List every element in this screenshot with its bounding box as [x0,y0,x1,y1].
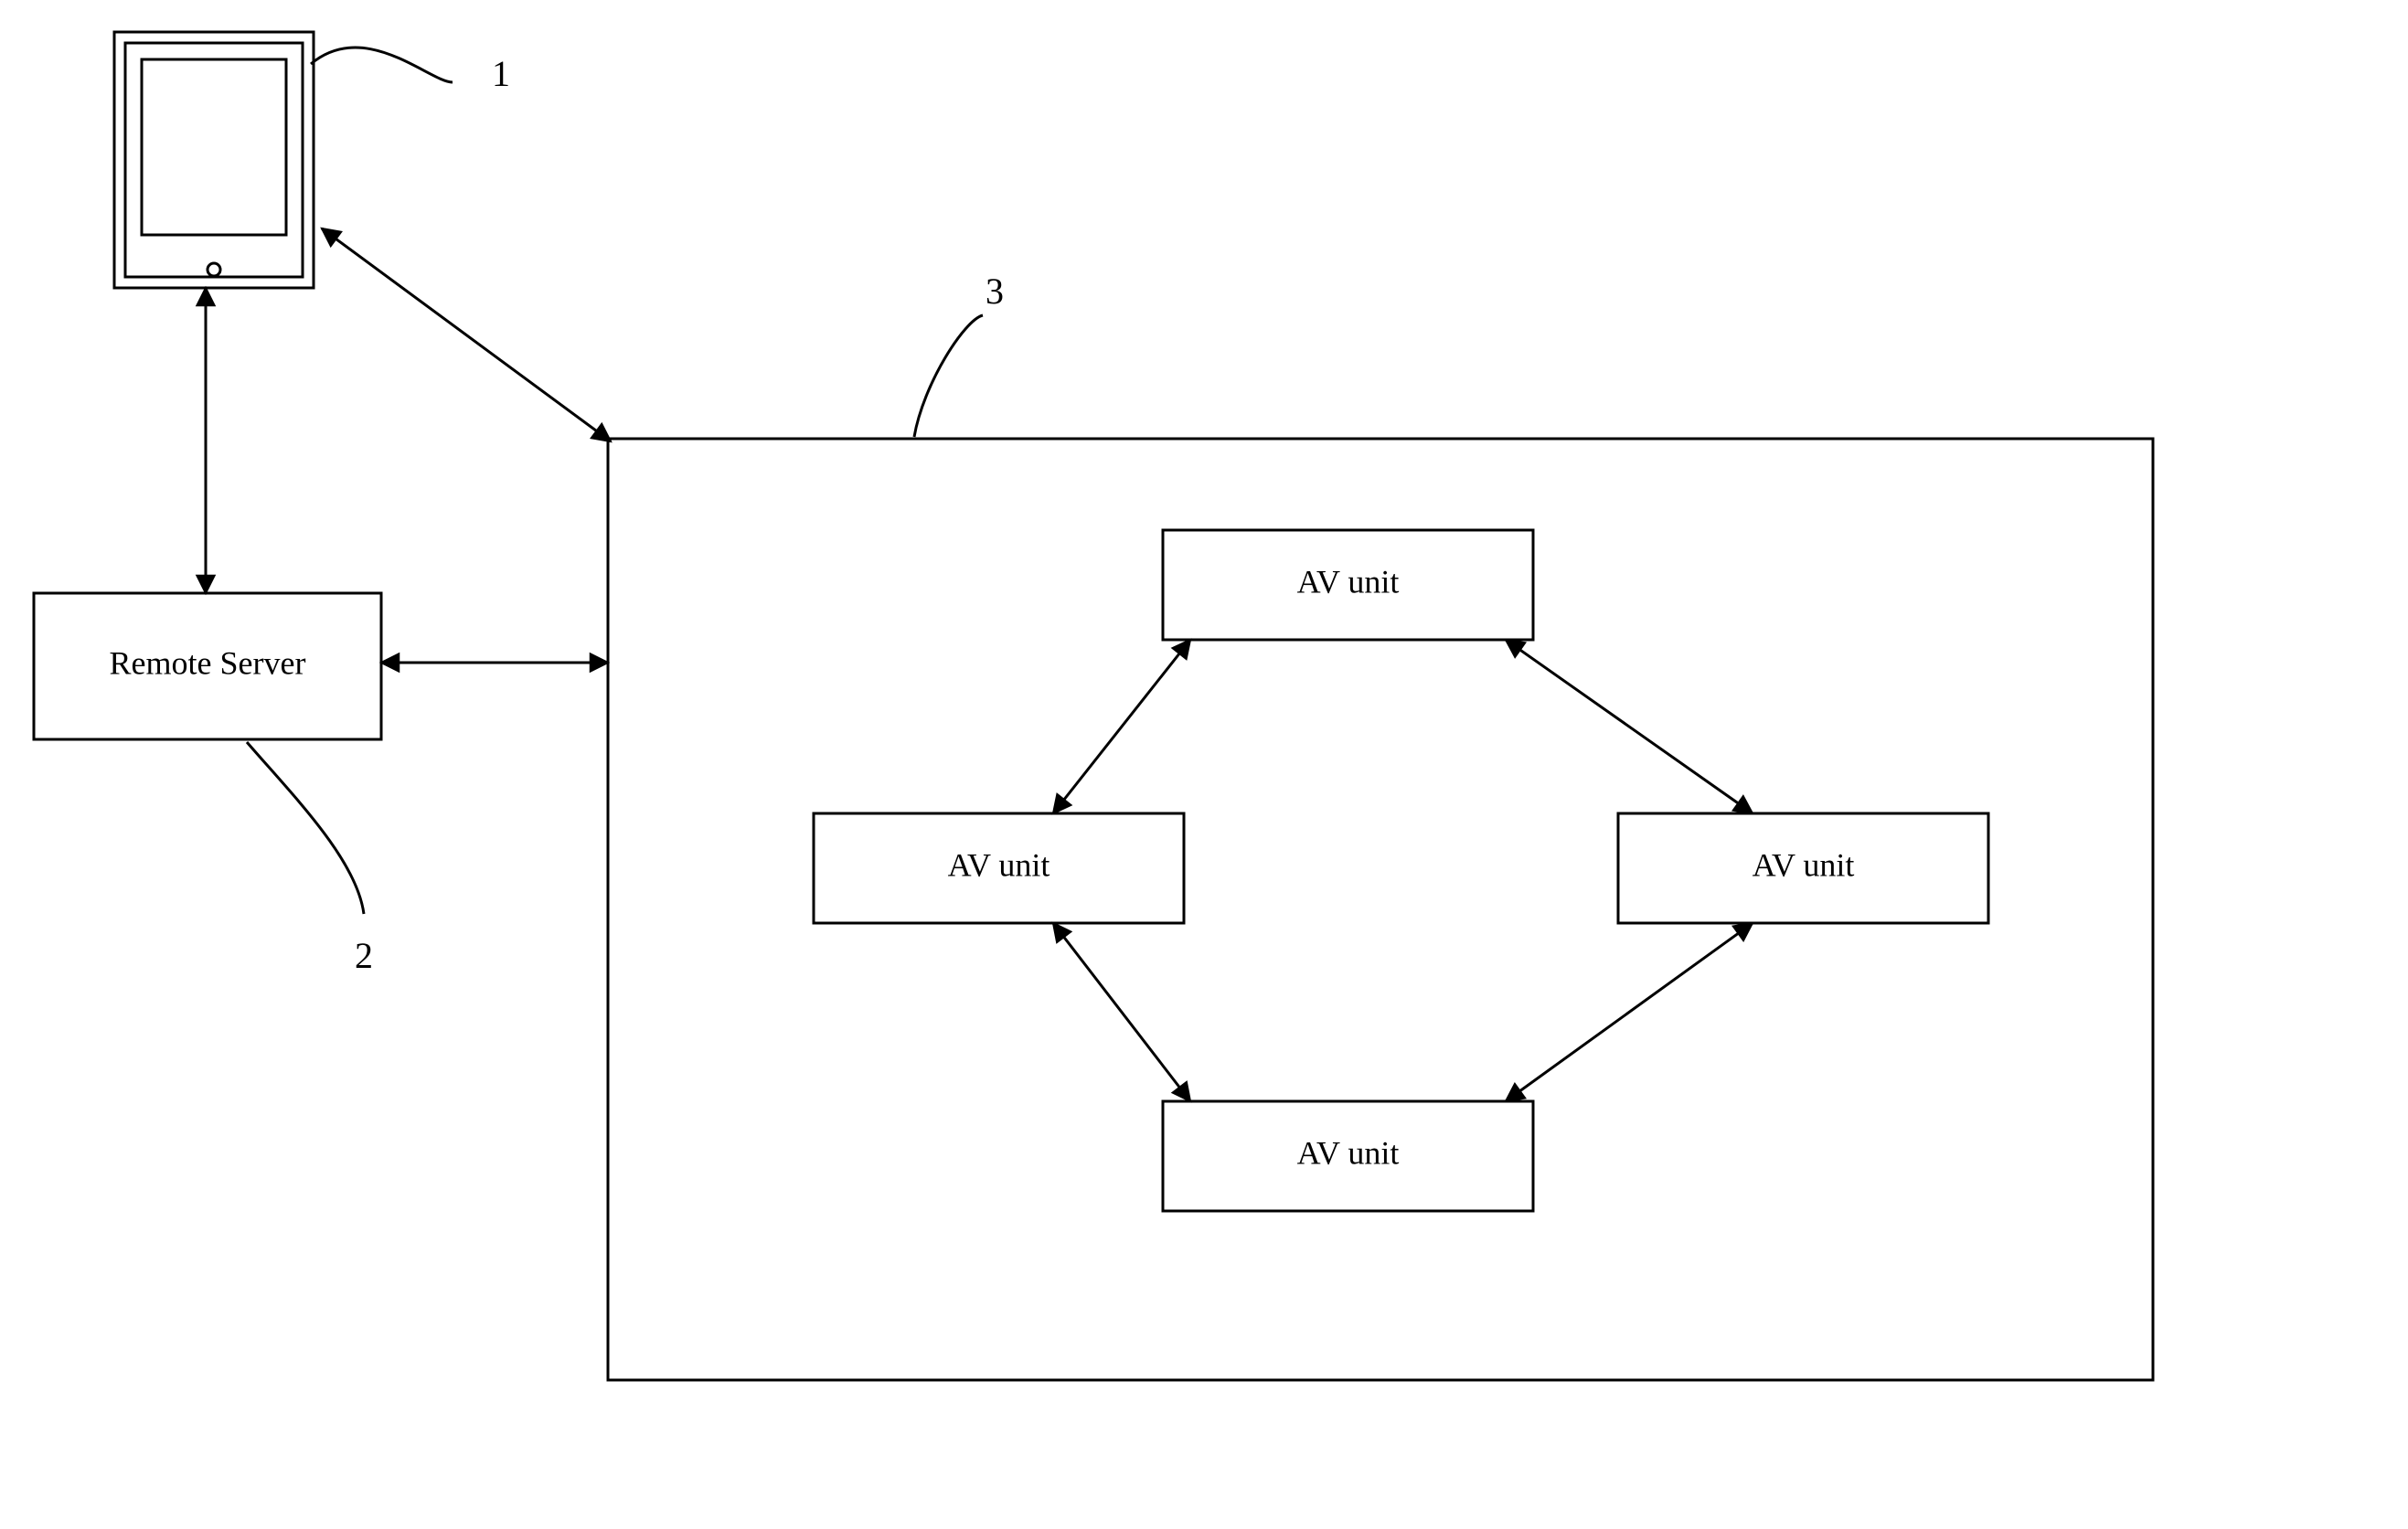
callout-3-leader [914,315,983,437]
connection-arrow [1506,640,1753,813]
callout-2-label: 2 [355,935,373,976]
connection-arrow [1053,640,1190,813]
connection-arrow [1506,923,1753,1101]
av-unit-label: AV unit [1753,846,1855,883]
callout-1-label: 1 [492,53,510,94]
connection-arrow [1053,923,1190,1101]
callout-3-label: 3 [986,271,1004,312]
av-unit-label: AV unit [948,846,1050,883]
callout-1-leader [311,48,453,82]
connection-arrow [322,228,611,441]
callout-2-leader [247,742,364,914]
av-unit-label: AV unit [1297,1134,1400,1171]
remote-server-label: Remote Server [110,644,306,681]
av-unit-label: AV unit [1297,563,1400,600]
tablet-device-icon [114,32,314,288]
